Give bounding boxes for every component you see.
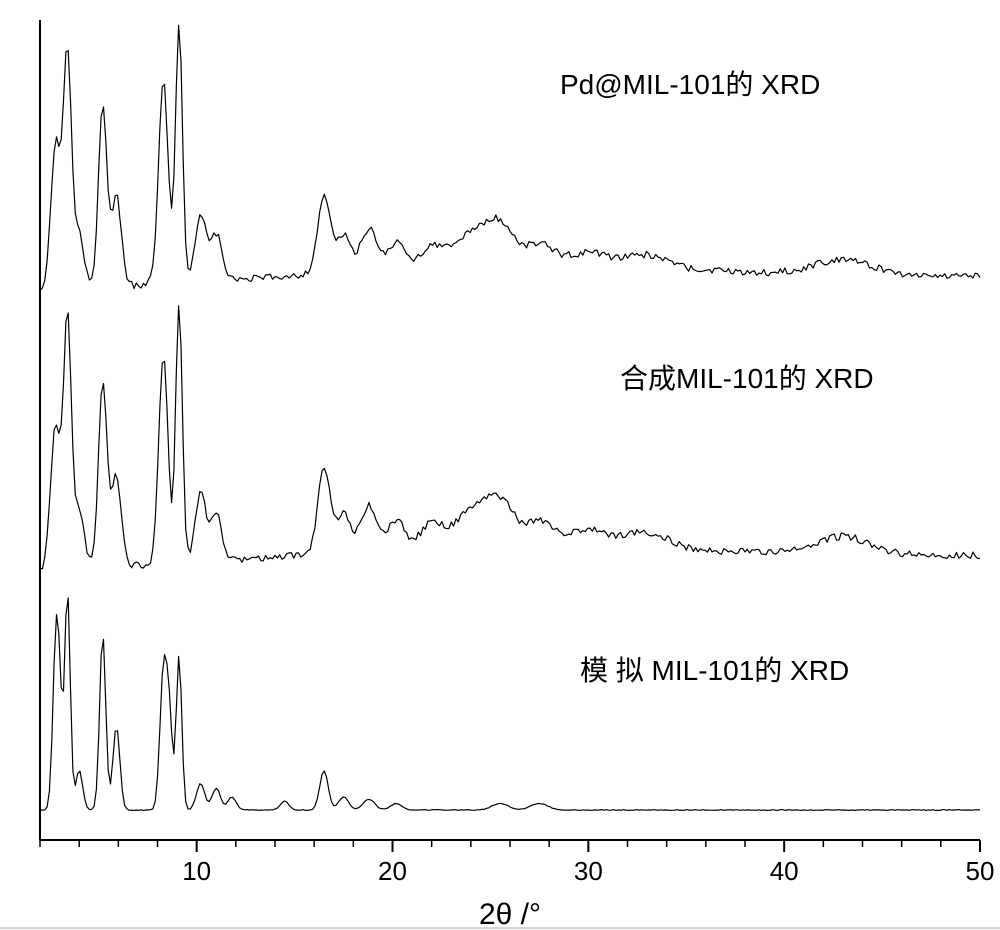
xrd-trace-synth-mil101 — [40, 306, 980, 569]
xrd-chart: 10 20 30 40 50 2θ /° Pd@MIL-101的 XRD 合成MIL-101的… — [0, 0, 1000, 930]
x-tick-label: 40 — [770, 856, 799, 886]
x-axis-label: 2θ /° — [479, 898, 541, 930]
x-tick-label: 50 — [966, 856, 995, 886]
x-tick-label: 20 — [378, 856, 407, 886]
xrd-trace-pd-mil101 — [40, 25, 980, 290]
series-label-sim-mil101: 模 拟 MIL-101的 XRD — [580, 655, 849, 686]
x-tick-label: 30 — [574, 856, 603, 886]
xrd-trace-sim-mil101 — [40, 598, 980, 811]
series-label-pd-mil101: Pd@MIL-101的 XRD — [560, 69, 820, 100]
chart-svg: 10 20 30 40 50 2θ /° Pd@MIL-101的 XRD 合成MIL-101的… — [0, 0, 1000, 930]
x-tick-label: 10 — [182, 856, 211, 886]
series-label-synth-mil101: 合成MIL-101的 XRD — [620, 363, 874, 394]
